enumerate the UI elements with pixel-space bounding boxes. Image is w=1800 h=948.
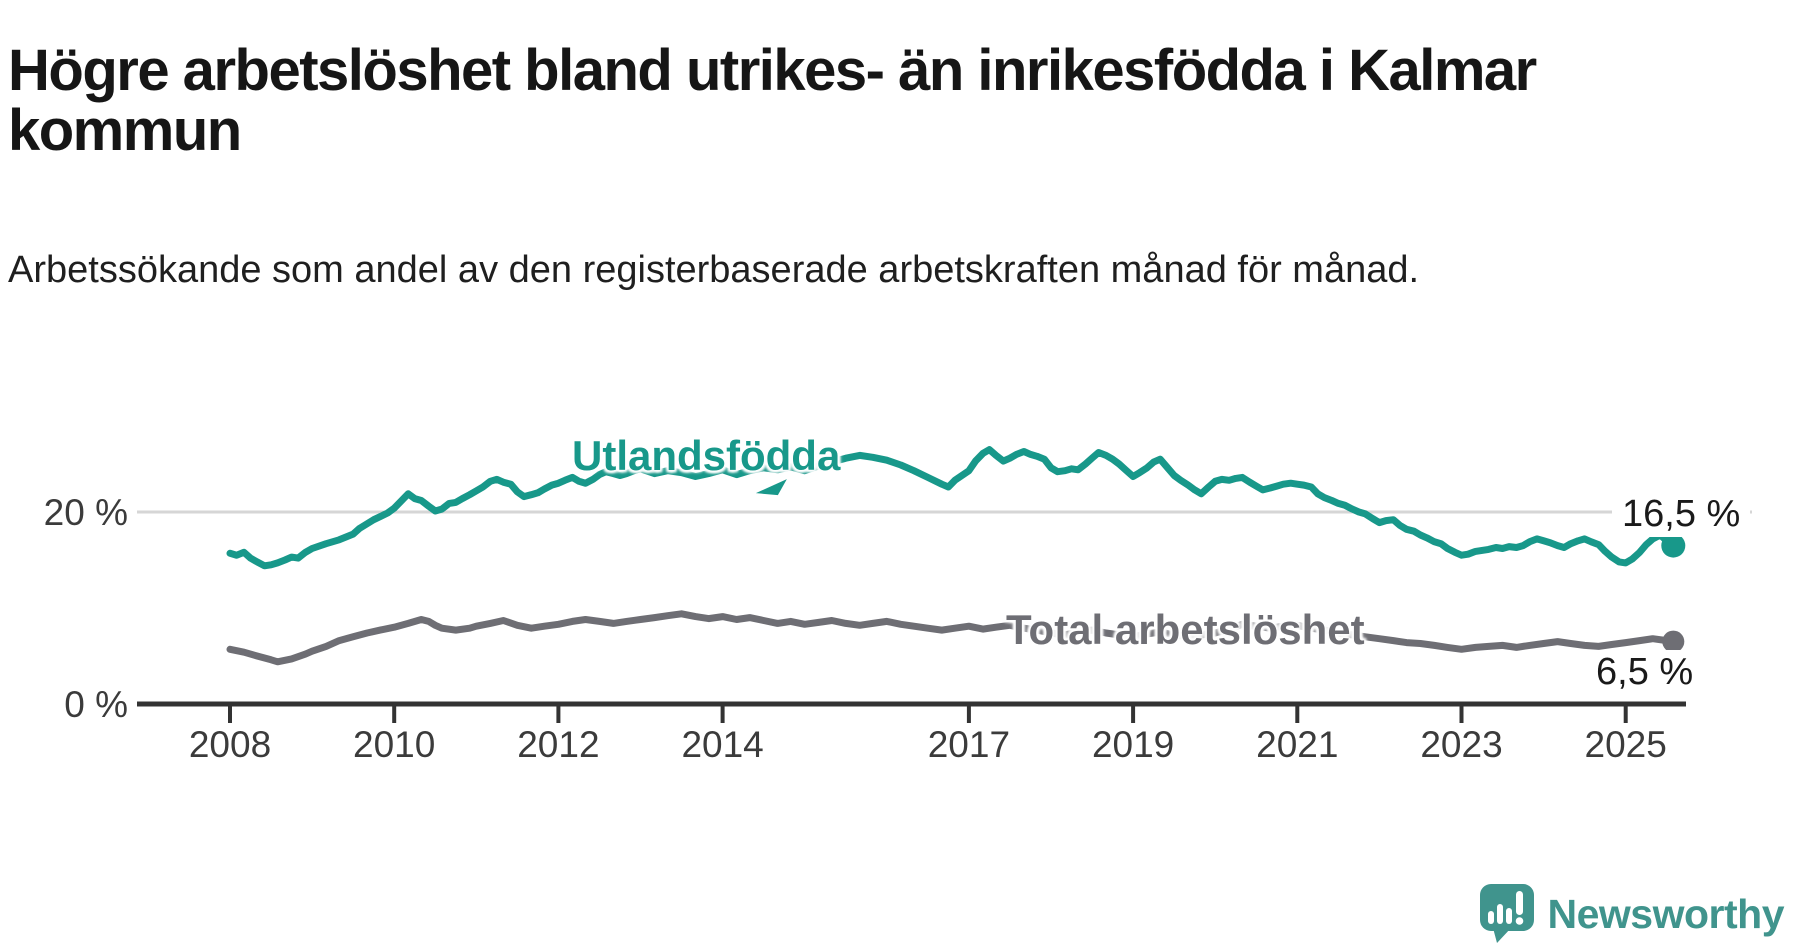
series-label-total-arbetsloshet: Total arbetslöshet <box>1006 606 1365 653</box>
svg-text:2025: 2025 <box>1585 724 1667 765</box>
svg-text:2012: 2012 <box>517 724 599 765</box>
newsworthy-logo: Newsworthy <box>1479 884 1785 944</box>
svg-text:2010: 2010 <box>353 724 435 765</box>
newsworthy-wordmark: Newsworthy <box>1547 890 1785 937</box>
page-subtitle: Arbetssökande som andel av den registerb… <box>8 249 1420 291</box>
page-title: Högre arbetslöshet bland utrikes- än inr… <box>8 37 1537 164</box>
svg-text:2023: 2023 <box>1420 724 1502 765</box>
svg-text:0 %: 0 % <box>64 684 128 725</box>
svg-text:2008: 2008 <box>189 724 271 765</box>
svg-text:2019: 2019 <box>1092 724 1174 765</box>
end-value-utlandsfodda: 16,5 % <box>1612 492 1751 537</box>
svg-text:2017: 2017 <box>928 724 1010 765</box>
svg-text:2014: 2014 <box>681 724 763 765</box>
svg-text:20 %: 20 % <box>44 492 128 533</box>
svg-text:2021: 2021 <box>1256 724 1338 765</box>
end-value-total: 6,5 % <box>1586 650 1704 695</box>
newsworthy-bubble-icon <box>1479 884 1534 943</box>
series-label-utlandsfodda: Utlandsfödda <box>572 432 841 479</box>
